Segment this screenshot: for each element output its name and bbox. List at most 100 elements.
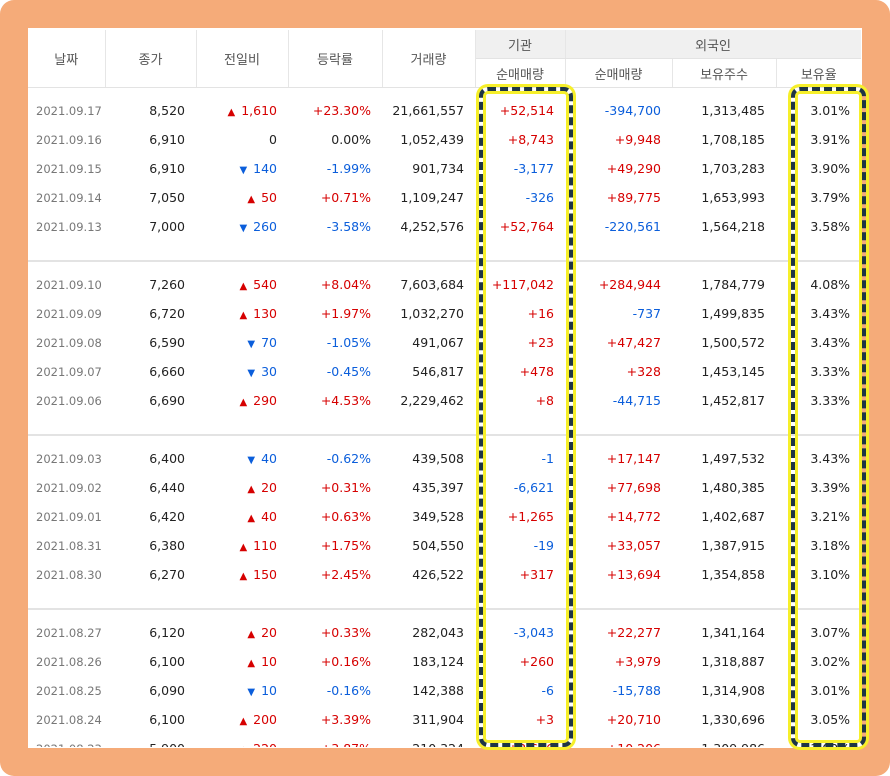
cell-close: 6,090: [149, 683, 185, 698]
cell-date: 2021.09.06: [36, 393, 102, 408]
cell-foreign-holding: 1,703,283: [701, 161, 765, 176]
cell-foreign-net: -44,715: [612, 393, 661, 408]
cell-close: 6,910: [149, 161, 185, 176]
up-triangle-icon: ▲: [247, 194, 256, 205]
cell-close: 7,260: [149, 277, 185, 292]
table-row: 2021.08.25 6,090 ▼ 10 -0.16% 142,388 -6 -15,788…: [28, 676, 861, 705]
cell-close: 6,590: [149, 335, 185, 350]
cell-volume: 901,734: [412, 161, 464, 176]
cell-change: ▲ 220: [196, 734, 288, 747]
table-row: 2021.09.13 7,000 ▼ 260 -3.58% 4,252,576 +52,76…: [28, 212, 861, 241]
cell-foreign-holding: 1,497,532: [701, 451, 765, 466]
header-inst-net: 순매매량: [475, 58, 566, 88]
cell-foreign-net: -15,788: [612, 683, 661, 698]
cell-rate: +1.97%: [320, 306, 371, 321]
cell-foreign-holding: 1,313,485: [701, 103, 765, 118]
cell-volume: 1,032,270: [400, 306, 464, 321]
cell-foreign-ratio: 3.43%: [810, 335, 851, 350]
change-value: 220: [253, 741, 277, 747]
cell-change: 0: [196, 125, 288, 154]
table-row: 2021.09.01 6,420 ▲ 40 +0.63% 349,528 +1,265 +14…: [28, 502, 861, 531]
cell-foreign-holding: 1,387,915: [701, 538, 765, 553]
cell-volume: 142,388: [412, 683, 464, 698]
cell-date: 2021.08.27: [36, 625, 102, 640]
down-triangle-icon: ▼: [247, 339, 256, 350]
cell-foreign-ratio: 3.39%: [810, 480, 851, 495]
cell-volume: 210,324: [382, 734, 475, 747]
cell-foreign-net: +17,147: [606, 451, 661, 466]
cell-foreign-ratio: 3.79%: [810, 190, 851, 205]
cell-date: 2021.08.23: [28, 734, 105, 748]
cell-inst-net: -19: [533, 538, 554, 553]
cell-foreign-ratio: 3.10%: [810, 567, 851, 582]
cell-change: ▼ 40: [196, 444, 288, 473]
table-row: 2021.09.02 6,440 ▲ 20 +0.31% 435,397 -6,621 +77…: [28, 473, 861, 502]
table-row: 2021.09.09 6,720 ▲ 130 +1.97% 1,032,270 +16 -73…: [28, 299, 861, 328]
cell-close: 6,380: [149, 538, 185, 553]
cell-change: ▲ 20: [196, 473, 288, 502]
cell-close: 5,900: [105, 734, 196, 747]
cell-date: 2021.08.26: [36, 654, 102, 669]
down-triangle-icon: ▼: [239, 223, 248, 234]
cell-close: 7,000: [149, 219, 185, 234]
cell-rate: -1.99%: [326, 161, 371, 176]
cell-rate: +0.16%: [320, 654, 371, 669]
change-value: 10: [261, 654, 277, 669]
table-row: 2021.09.15 6,910 ▼ 140 -1.99% 901,734 -3,177 +4…: [28, 154, 861, 183]
cell-inst-net: +317: [519, 567, 554, 582]
change-value: 540: [253, 277, 277, 292]
cell-foreign-ratio: 3.01%: [810, 103, 851, 118]
cell-inst-net: +8,743: [507, 132, 554, 147]
cell-date: 2021.08.25: [36, 683, 102, 698]
up-triangle-icon: ▲: [247, 658, 256, 669]
cell-close: 6,720: [149, 306, 185, 321]
cell-inst-net: +3: [535, 712, 554, 727]
cell-inst-net: +23: [527, 335, 554, 350]
header-institution-group: 기관: [475, 30, 566, 59]
cell-foreign-holding: 1,330,696: [701, 712, 765, 727]
cell-change: ▲ 20: [196, 618, 288, 647]
cell-inst-net: +52,764: [499, 219, 554, 234]
cell-foreign-net: +3,979: [614, 654, 661, 669]
header-foreign-holding: 보유주수: [672, 58, 777, 88]
cell-date: 2021.08.30: [36, 567, 102, 582]
up-triangle-icon: ▲: [247, 484, 256, 495]
cell-date: 2021.09.07: [36, 364, 102, 379]
cell-foreign-ratio: 3.91%: [810, 132, 851, 147]
cell-foreign-net: +77,698: [606, 480, 661, 495]
cell-foreign-ratio: 3.58%: [810, 219, 851, 234]
group-spacer: [28, 261, 861, 270]
cell-volume: 491,067: [412, 335, 464, 350]
cell-inst-net: -3,177: [513, 161, 554, 176]
table-row: 2021.09.17 8,520 ▲ 1,610 +23.30% 21,661,557 +5…: [28, 96, 861, 125]
up-triangle-icon: ▲: [247, 629, 256, 640]
change-value: 30: [261, 364, 277, 379]
cell-rate: +2.45%: [320, 567, 371, 582]
stock-table-panel: 날짜 종가 전일비 등락률 거래량 기관 외국인 순매매량 순매매량 보유주수 …: [28, 30, 861, 747]
cell-foreign-ratio: 3.43%: [810, 306, 851, 321]
cell-foreign-net: +284,944: [598, 277, 661, 292]
change-value: 10: [261, 683, 277, 698]
cell-inst-net: +1,265: [507, 509, 554, 524]
change-value: 1,610: [241, 103, 277, 118]
cell-foreign-net: +9,948: [614, 132, 661, 147]
highlight-institution-net-column: [479, 87, 573, 747]
change-value: 20: [261, 480, 277, 495]
cell-date: 2021.09.02: [36, 480, 102, 495]
cell-inst-net: +52,514: [499, 103, 554, 118]
cell-foreign-holding: 1,564,218: [701, 219, 765, 234]
cell-foreign-ratio: 3.01%: [810, 683, 851, 698]
cell-foreign-net: +14,772: [606, 509, 661, 524]
cell-foreign-net: +89,775: [606, 190, 661, 205]
cell-change: ▲ 1,610: [196, 96, 288, 125]
cell-volume: 439,508: [412, 451, 464, 466]
cell-close: 6,420: [149, 509, 185, 524]
header-rate: 등락률: [288, 30, 383, 88]
cell-foreign-ratio: 3.33%: [810, 364, 851, 379]
up-triangle-icon: ▲: [239, 310, 248, 321]
cell-change: ▲ 50: [196, 183, 288, 212]
cell-volume: 504,550: [412, 538, 464, 553]
cell-foreign-ratio: 3.21%: [810, 509, 851, 524]
cell-close: 6,440: [149, 480, 185, 495]
